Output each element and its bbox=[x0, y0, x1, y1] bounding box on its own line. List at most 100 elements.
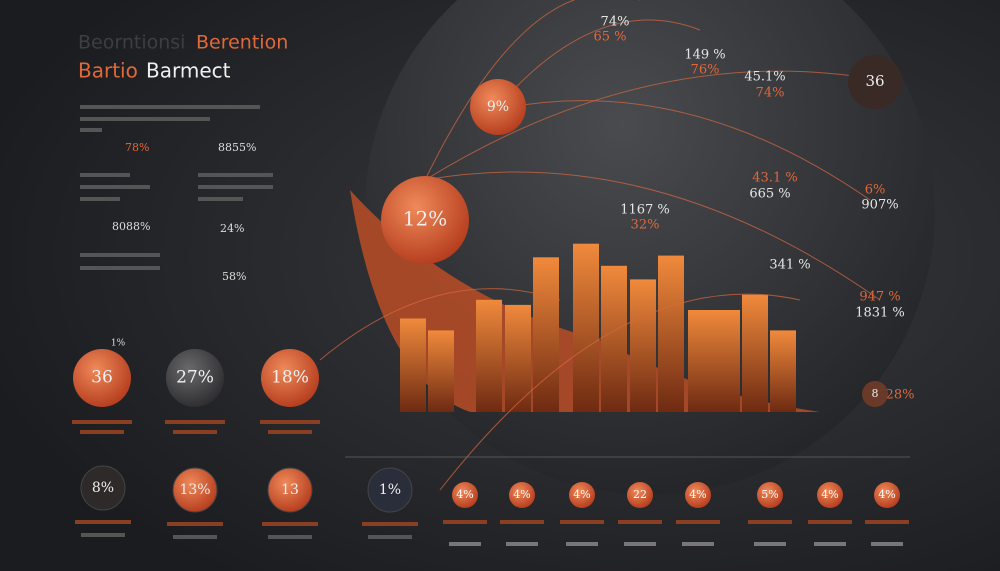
caption-line bbox=[260, 420, 320, 424]
circle-note: 1% bbox=[111, 339, 126, 349]
circle-label: 18% bbox=[271, 368, 309, 388]
circle-label: 36 bbox=[91, 368, 113, 388]
row-label: 22 bbox=[633, 488, 647, 501]
text-line bbox=[80, 253, 160, 257]
caption-line bbox=[754, 542, 786, 546]
bar bbox=[476, 299, 502, 412]
caption-line bbox=[566, 542, 598, 546]
caption-line bbox=[449, 542, 481, 546]
caption-line bbox=[268, 430, 312, 434]
caption-line bbox=[865, 520, 909, 524]
connector bbox=[494, 19, 701, 111]
stat-circle bbox=[261, 349, 319, 407]
caption-line bbox=[814, 542, 846, 546]
stat-circle bbox=[267, 467, 313, 513]
globe-label: 341 % bbox=[769, 258, 810, 273]
circle-label: 13% bbox=[179, 482, 210, 498]
globe-label: 74% bbox=[601, 15, 630, 30]
globe-label: 149 % bbox=[684, 48, 725, 63]
globe-label: 28% bbox=[886, 388, 915, 403]
row-label: 5% bbox=[761, 488, 778, 501]
caption-line bbox=[268, 535, 312, 539]
bar bbox=[630, 279, 656, 412]
caption-line bbox=[560, 520, 604, 524]
caption-line bbox=[676, 520, 720, 524]
row-circle bbox=[757, 482, 783, 508]
stat-value: 8088% bbox=[112, 220, 150, 233]
globe-label: 45.1% bbox=[744, 70, 785, 85]
bar bbox=[533, 257, 559, 412]
text-line bbox=[80, 117, 210, 121]
subtitle: Bartio bbox=[78, 59, 138, 83]
caption-line bbox=[624, 542, 656, 546]
globe-label: 76% bbox=[691, 63, 720, 78]
text-line bbox=[198, 185, 273, 189]
row-circle bbox=[509, 482, 535, 508]
bubble bbox=[470, 79, 526, 135]
content: Beorntionsi Berention Bartio Barmect 78% 8855… bbox=[72, 0, 914, 546]
bubble bbox=[848, 55, 902, 109]
globe-label: 6% bbox=[865, 183, 886, 198]
text-line bbox=[80, 173, 130, 177]
row-circle bbox=[874, 482, 900, 508]
subtitle: Barmect bbox=[146, 59, 231, 83]
caption-line bbox=[368, 535, 412, 539]
text-line bbox=[198, 173, 273, 177]
caption-line bbox=[808, 520, 852, 524]
bubble bbox=[381, 176, 469, 264]
caption-line bbox=[72, 420, 132, 424]
title: Beorntionsi bbox=[78, 32, 185, 54]
text-line bbox=[80, 128, 102, 132]
row-label: 4% bbox=[573, 488, 590, 501]
caption-line bbox=[262, 522, 318, 526]
bar bbox=[658, 255, 684, 412]
circle-label: 8% bbox=[92, 480, 114, 496]
globe-label: 1831 % bbox=[855, 306, 905, 321]
globe-label: 947 % bbox=[859, 290, 900, 305]
text-line bbox=[80, 185, 150, 189]
globe-label: 1167 % bbox=[620, 203, 670, 218]
caption-line bbox=[443, 520, 487, 524]
caption-line bbox=[500, 520, 544, 524]
row-label: 4% bbox=[513, 488, 530, 501]
circle-label: 27% bbox=[176, 368, 214, 388]
row-circle bbox=[627, 482, 653, 508]
bar bbox=[400, 318, 426, 412]
caption-line bbox=[748, 520, 792, 524]
row-label: 4% bbox=[689, 488, 706, 501]
stat-value: 8855% bbox=[218, 141, 256, 154]
caption-line bbox=[80, 430, 124, 434]
row-label: 4% bbox=[821, 488, 838, 501]
text-line bbox=[80, 266, 160, 270]
bar bbox=[714, 310, 740, 412]
bubble-label: 12% bbox=[403, 207, 447, 231]
stat-value: 78% bbox=[125, 141, 149, 154]
caption-line bbox=[75, 520, 131, 524]
bar bbox=[573, 243, 599, 412]
stat-value: 58% bbox=[222, 270, 246, 283]
circle-label: 1% bbox=[379, 482, 401, 498]
bar bbox=[601, 265, 627, 412]
text-line bbox=[80, 197, 120, 201]
globe-label: 65 % bbox=[593, 30, 626, 45]
stat-circle bbox=[80, 465, 126, 511]
globe-label: 74% bbox=[756, 86, 785, 101]
bubble bbox=[862, 381, 888, 407]
bar bbox=[770, 330, 796, 412]
row-circle bbox=[452, 482, 478, 508]
arc-wedge bbox=[350, 190, 820, 412]
title: Berention bbox=[196, 32, 288, 54]
caption-line bbox=[618, 520, 662, 524]
connector bbox=[319, 288, 561, 361]
connector bbox=[424, 0, 640, 181]
row-circle bbox=[817, 482, 843, 508]
bar bbox=[428, 330, 454, 412]
caption-line bbox=[167, 522, 223, 526]
connector bbox=[424, 70, 881, 181]
row-circle bbox=[685, 482, 711, 508]
row-circle bbox=[569, 482, 595, 508]
caption-line bbox=[81, 533, 125, 537]
stat-circle bbox=[73, 349, 131, 407]
globe-label: 32% bbox=[631, 218, 660, 233]
